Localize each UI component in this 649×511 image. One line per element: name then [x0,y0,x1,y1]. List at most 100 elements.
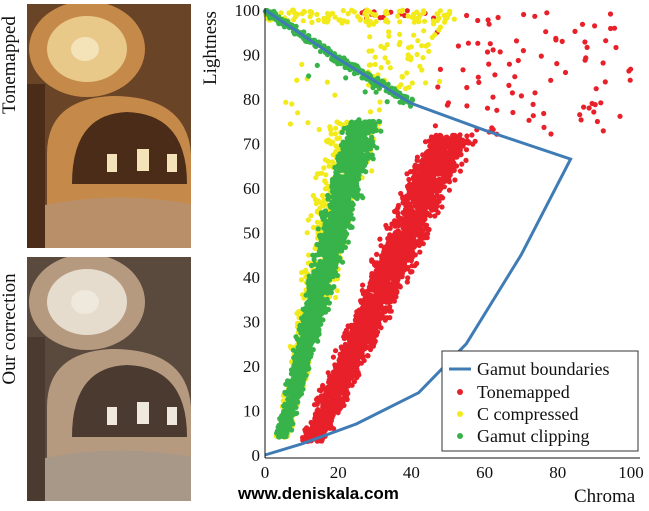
data-point [404,212,410,218]
data-point [408,204,414,210]
data-point [497,49,503,55]
data-point [294,77,300,83]
data-point [310,424,316,430]
data-point [381,247,387,253]
data-point [541,124,547,130]
data-point [434,150,440,156]
window-1 [107,154,117,172]
data-point [376,107,382,113]
data-point [371,21,377,27]
data-point [420,152,426,158]
points-layer [262,7,634,444]
data-point [584,44,590,51]
data-point [627,77,633,83]
data-point [405,13,411,19]
data-point [428,176,434,182]
data-point [451,167,457,173]
data-point [444,14,450,20]
data-point [554,61,560,67]
data-point [397,19,403,25]
data-point [309,10,315,16]
data-point [310,193,316,199]
data-point [422,187,428,193]
data-point [344,365,351,371]
data-point [368,284,375,290]
data-point [345,323,351,329]
dome-oculus [71,37,99,61]
data-point [414,15,420,22]
data-point [593,86,599,92]
data-point [415,38,421,44]
data-point [366,62,372,68]
data-point [457,136,463,142]
data-point [400,253,407,259]
data-point [411,227,417,233]
data-point [309,19,315,25]
data-point [494,107,500,113]
data-point [414,51,420,58]
data-point [320,402,326,408]
data-point [367,280,373,286]
data-point [414,157,420,163]
data-point [543,29,549,35]
data-point [594,118,601,125]
data-point [397,31,403,37]
data-point [589,100,595,107]
data-point [361,320,367,326]
data-point [321,165,327,171]
data-point [520,48,527,54]
data-point [398,190,404,197]
data-point [591,109,597,115]
data-point [377,236,383,242]
data-point [332,131,338,137]
data-point [331,409,337,415]
data-point [384,225,390,231]
data-point [365,292,371,298]
data-point [371,312,377,318]
data-point [439,204,445,210]
data-point [431,21,437,27]
data-point [350,349,356,355]
data-point [311,402,318,408]
data-point [617,113,623,119]
data-point [518,93,525,99]
data-point [333,366,339,372]
data-point [414,163,420,169]
data-point [336,17,342,23]
data-point [353,323,359,330]
data-point [333,294,339,301]
data-point [324,420,330,426]
data-point [447,140,453,146]
data-point [374,299,380,306]
data-point [487,41,493,47]
our-correction-photo [27,257,191,501]
data-point [423,43,429,49]
data-point [548,131,554,137]
data-point [459,161,465,167]
data-point [613,44,619,51]
data-point [348,382,354,388]
data-point [338,404,344,410]
data-point [310,224,317,231]
data-point [425,148,431,154]
data-point [370,332,376,338]
data-point [407,234,413,240]
data-point [462,140,468,146]
data-point [449,159,455,165]
data-point [295,110,301,116]
data-point [315,407,321,413]
data-point [356,310,362,317]
data-point [377,99,383,105]
data-point [409,192,415,198]
data-point [446,187,452,193]
data-point [426,226,432,233]
data-point [400,7,406,13]
data-point [475,74,481,80]
data-point [353,319,359,325]
data-point [423,178,429,185]
data-point [582,57,588,63]
data-point [377,15,383,21]
data-point [320,193,326,199]
data-point [422,235,428,241]
data-point [330,354,336,360]
